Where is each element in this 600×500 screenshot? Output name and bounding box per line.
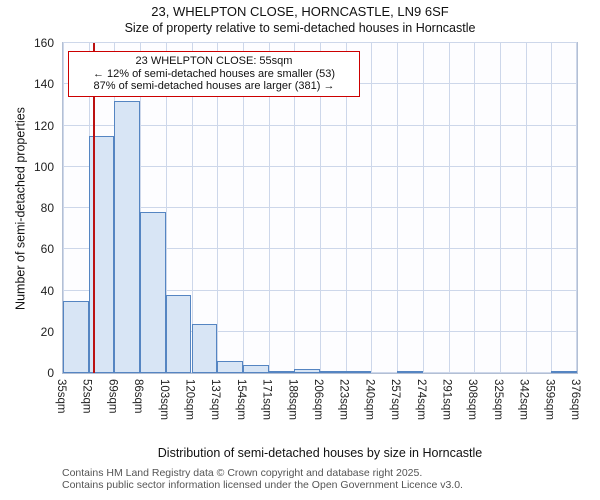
annotation-smaller-line: ← 12% of semi-detached houses are smalle… [92, 67, 336, 80]
h-gridline [63, 42, 577, 43]
x-tick-label: 35sqm [55, 379, 67, 414]
y-tick-label: 140 [33, 77, 54, 92]
footer-licence-line: Contains public sector information licen… [62, 479, 463, 491]
x-tick-label: 188sqm [286, 379, 299, 420]
x-tick-label: 240sqm [363, 379, 376, 420]
bar-188sqm [294, 368, 320, 373]
y-tick-label: 0 [47, 366, 54, 380]
chart-title: 23, WHELPTON CLOSE, HORNCASTLE, LN9 6SF [151, 4, 449, 19]
x-tick-label: 359sqm [543, 379, 556, 420]
v-gridline [191, 43, 193, 373]
v-gridline [474, 43, 476, 373]
x-tick-label: 376sqm [569, 379, 581, 420]
x-tick-label: 137sqm [209, 379, 222, 420]
x-tick-label: 154sqm [234, 379, 247, 420]
x-tick-label: 274sqm [414, 379, 427, 420]
x-tick-label: 291sqm [440, 379, 453, 420]
x-tick-label: 52sqm [80, 379, 93, 414]
v-gridline [294, 43, 296, 373]
x-tick-label: 86sqm [132, 379, 145, 414]
annotation-larger-line: 87% of semi-detached houses are larger (… [93, 80, 335, 92]
y-tick-label: 100 [33, 159, 54, 174]
v-gridline [525, 43, 527, 373]
y-tick-label: 60 [40, 242, 54, 257]
v-gridline [576, 43, 577, 373]
y-tick-label: 120 [33, 118, 54, 133]
v-gridline [499, 43, 501, 373]
property-size-marker-line [93, 43, 96, 373]
bar-35sqm [63, 300, 89, 373]
bar-103sqm [165, 294, 192, 373]
footer-copyright-line: Contains HM Land Registry data © Crown c… [62, 467, 423, 479]
bar-86sqm [140, 212, 166, 373]
v-gridline [63, 43, 64, 373]
v-gridline [397, 43, 399, 373]
x-tick-label: 308sqm [466, 379, 479, 420]
y-tick-label: 20 [40, 324, 54, 339]
v-gridline [165, 43, 167, 373]
chart-subtitle: Size of property relative to semi-detach… [124, 21, 476, 35]
y-tick-label: 160 [33, 36, 54, 50]
x-tick-label: 325sqm [491, 379, 504, 420]
v-gridline [345, 43, 347, 373]
x-tick-label: 257sqm [389, 379, 402, 420]
bar-154sqm [242, 364, 269, 373]
v-gridline [551, 43, 553, 373]
x-tick-label: 69sqm [106, 379, 119, 414]
bar-52sqm [88, 135, 115, 373]
annotation-property-line: 23 WHELPTON CLOSE: 55sqm [135, 55, 293, 67]
v-gridline [242, 43, 244, 373]
v-gridline [217, 43, 219, 373]
x-axis-label: Distribution of semi-detached houses by … [157, 446, 483, 460]
plot-area: 23 WHELPTON CLOSE: 55sqm ← 12% of semi-d… [62, 42, 578, 374]
x-tick-label: 206sqm [312, 379, 324, 420]
bar-257sqm [397, 370, 423, 373]
bar-171sqm [268, 370, 295, 373]
v-gridline [371, 43, 373, 373]
v-gridline [268, 43, 270, 373]
v-gridline [140, 43, 142, 373]
y-tick-label: 80 [40, 201, 54, 215]
bar-137sqm [217, 360, 243, 373]
y-tick-label: 40 [40, 283, 54, 298]
x-tick-label: 120sqm [183, 379, 196, 420]
bar-120sqm [191, 323, 218, 373]
x-tick-label: 223sqm [337, 379, 350, 420]
bar-69sqm [114, 100, 141, 373]
v-gridline [320, 43, 321, 373]
bar-223sqm [345, 370, 372, 373]
v-gridline [422, 43, 424, 373]
x-tick-label: 342sqm [517, 379, 530, 420]
annotation-box: 23 WHELPTON CLOSE: 55sqm ← 12% of semi-d… [68, 51, 360, 97]
bar-206sqm [320, 370, 346, 373]
x-tick-label: 171sqm [260, 379, 273, 420]
bar-359sqm [551, 370, 577, 373]
v-gridline [448, 43, 450, 373]
x-tick-label: 103sqm [157, 379, 170, 420]
footer: Contains HM Land Registry data © Crown c… [62, 467, 463, 491]
